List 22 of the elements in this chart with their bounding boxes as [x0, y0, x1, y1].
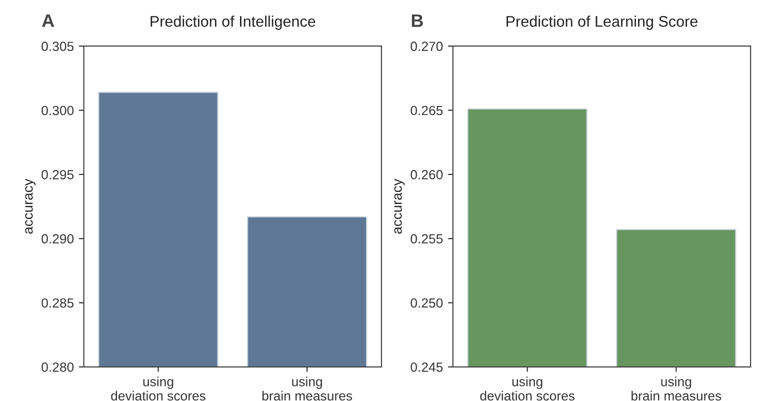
y-axis-title: accuracy: [25, 178, 36, 234]
y-tick-label: 0.255: [410, 234, 443, 244]
x-tick-label: using deviation scores: [111, 376, 206, 401]
y-tick-label: 0.300: [42, 106, 74, 116]
y-tick-label: 0.260: [410, 170, 443, 180]
y-tick-label: 0.280: [42, 362, 74, 372]
x-tick-label: using brain measures: [632, 376, 722, 401]
y-tick-label: 0.285: [42, 298, 74, 308]
text: A: [42, 14, 54, 27]
x-tick-label: using brain measures: [262, 376, 352, 401]
y-axis-title: accuracy: [394, 178, 405, 234]
text: B: [412, 14, 423, 27]
x-tick-label: using deviation scores: [480, 376, 575, 401]
y-tick-label: 0.305: [42, 42, 74, 52]
y-tick-label: 0.290: [42, 234, 74, 244]
y-tick-label: 0.270: [410, 42, 443, 52]
y-tick-label: 0.250: [410, 298, 443, 308]
chart-title: Prediction of Intelligence: [150, 16, 316, 30]
y-tick-label: 0.265: [410, 106, 443, 116]
y-tick-label: 0.245: [410, 362, 443, 372]
y-tick-label: 0.295: [42, 170, 74, 180]
chart-title: Prediction of Learning Score: [506, 16, 698, 30]
